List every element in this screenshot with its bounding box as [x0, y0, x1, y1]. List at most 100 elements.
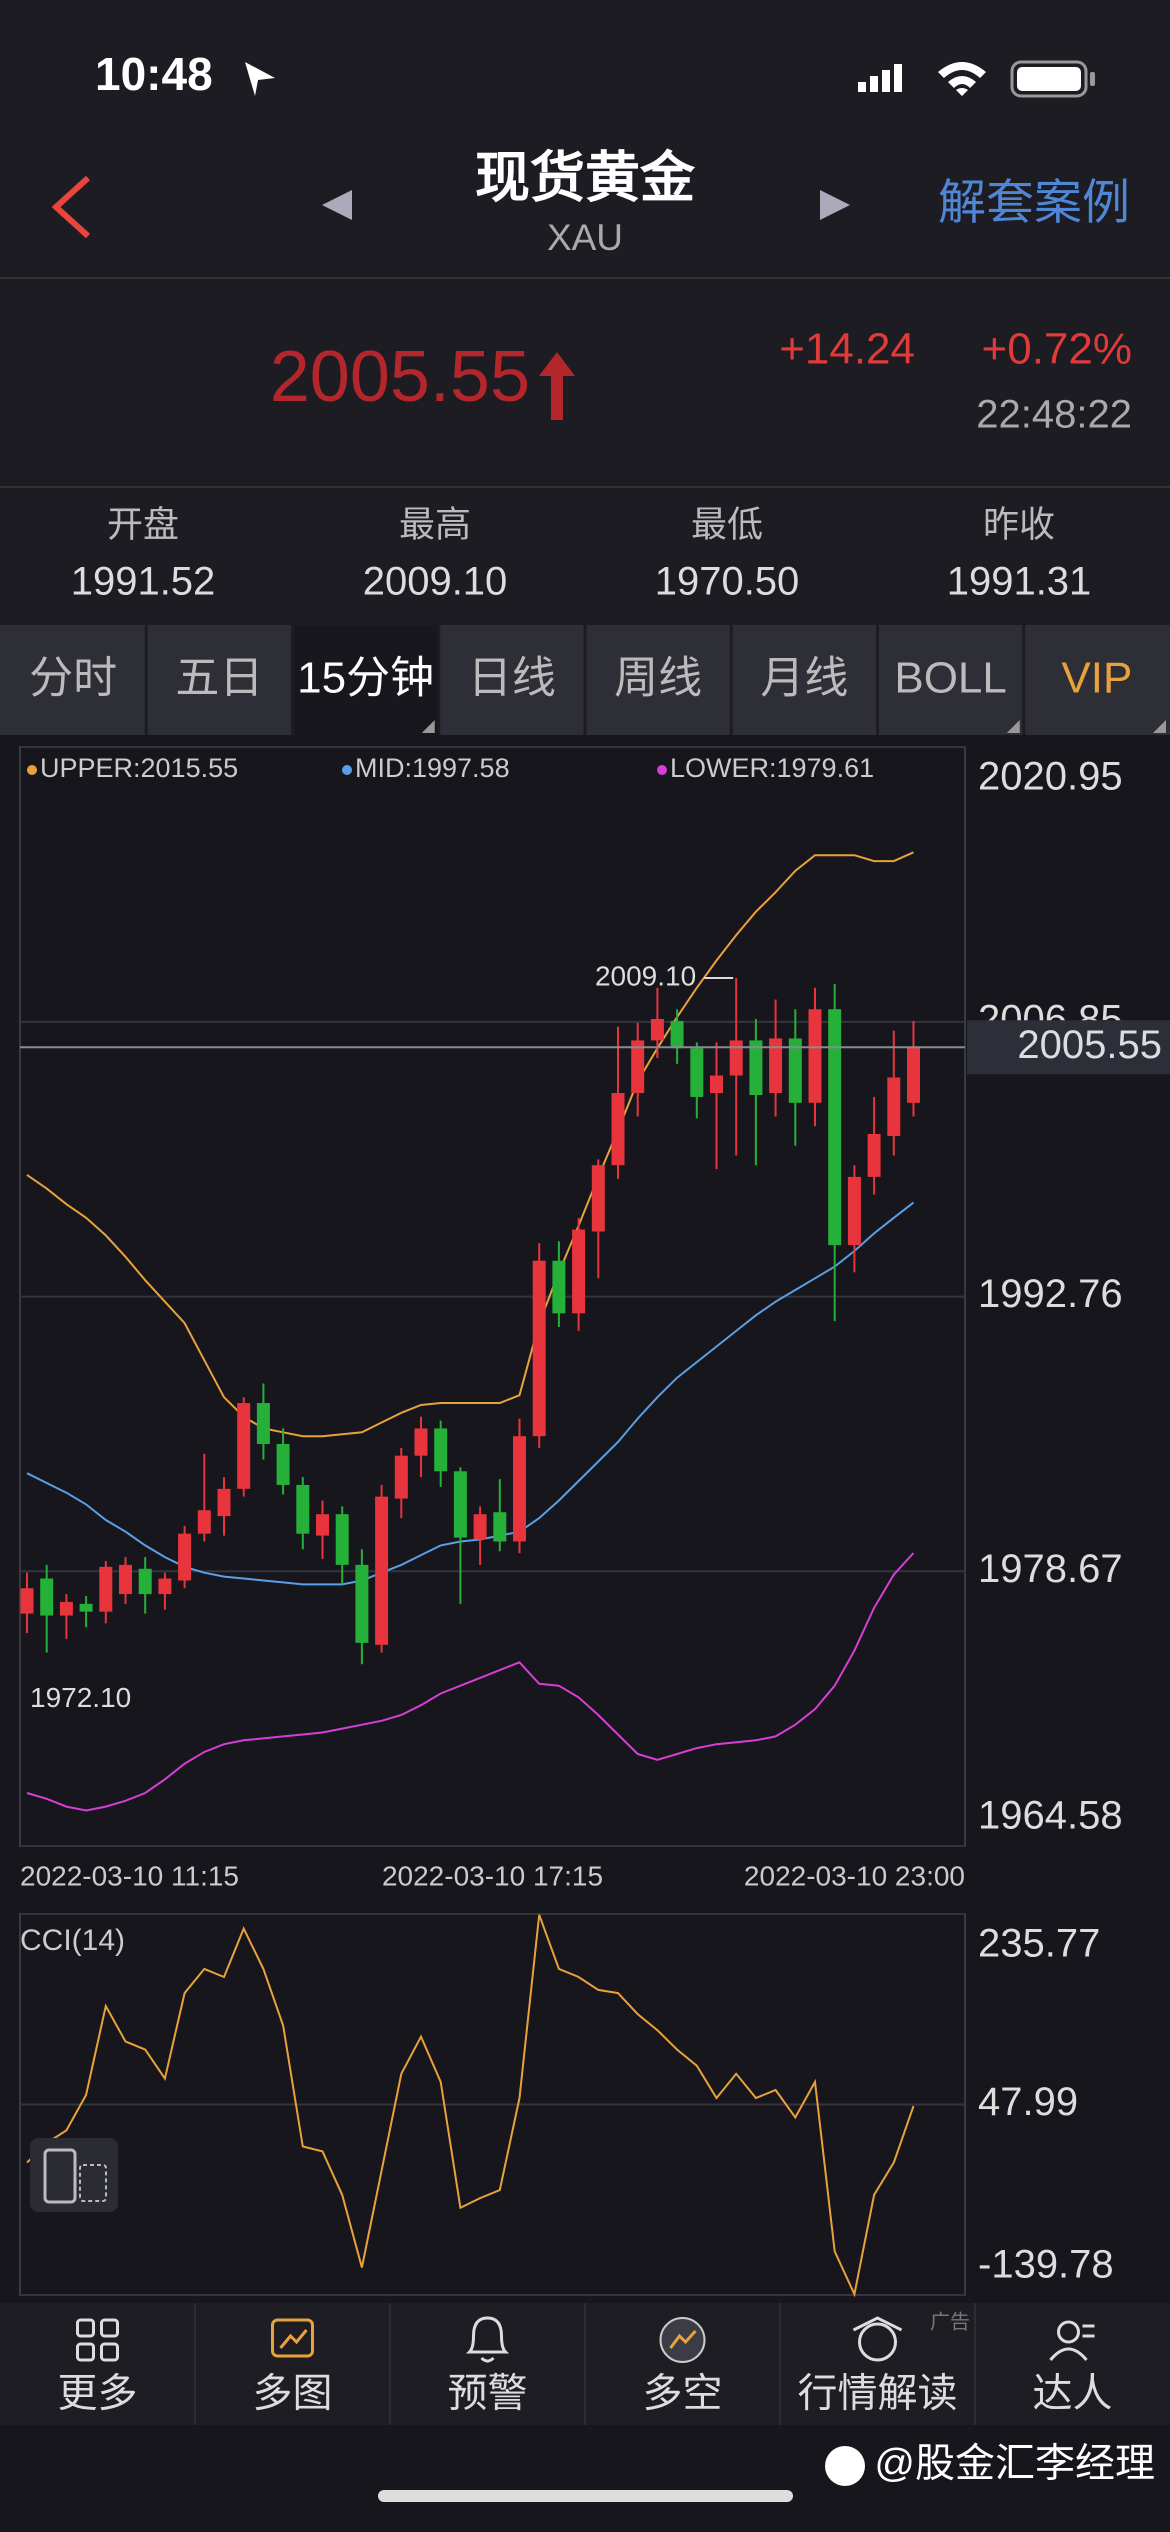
nav-icon — [271, 2318, 314, 2358]
nav-icon — [76, 2318, 119, 2362]
header-action[interactable]: 解套案例 — [938, 177, 1130, 230]
candle-body — [749, 1040, 763, 1096]
tab-corner — [421, 720, 435, 733]
tab[interactable]: 15分钟 — [297, 654, 434, 703]
nav-label[interactable]: 达人 — [1033, 2372, 1113, 2416]
candle-body — [591, 1165, 605, 1232]
candle-body — [355, 1564, 369, 1643]
candle-body — [788, 1038, 802, 1103]
candle-body — [138, 1568, 152, 1595]
rotate-icon — [43, 2148, 77, 2204]
location-icon — [245, 62, 275, 96]
price-change-pct: +0.72% — [982, 325, 1132, 374]
nav-icon — [852, 2316, 903, 2362]
stat-label: 最低 — [691, 504, 763, 545]
nav-label[interactable]: 多图 — [253, 2372, 333, 2416]
next-button[interactable] — [820, 190, 850, 220]
candle-body — [847, 1176, 861, 1246]
candle-body — [20, 1588, 34, 1614]
legend-marker — [657, 765, 667, 775]
candle-body — [414, 1428, 428, 1456]
candle-body — [690, 1048, 704, 1097]
high-label: 2009.10 — [595, 960, 696, 991]
candle-body — [532, 1260, 546, 1437]
tab[interactable]: 日线 — [468, 654, 556, 703]
candle-body — [296, 1484, 310, 1534]
candle-body — [59, 1601, 73, 1616]
candle-body — [493, 1512, 507, 1542]
indicator-line — [26, 851, 914, 1438]
y-tick-label: 1964.58 — [978, 1794, 1123, 1838]
candle-body — [473, 1514, 487, 1540]
watermark: @股金汇李经理 — [874, 2442, 1155, 2486]
y-tick-label: 47.99 — [978, 2080, 1078, 2124]
nav-icon-part — [100, 2318, 119, 2338]
battery-tip — [1090, 72, 1095, 86]
candle-body — [394, 1455, 408, 1499]
nav-icon-part — [465, 2316, 510, 2363]
y-tick-label: 1992.76 — [978, 1272, 1123, 1316]
candle-body — [769, 1038, 783, 1094]
tab-selected-bg — [292, 625, 439, 735]
charts: 2020.952006.851992.761978.671964.58UPPER… — [19, 746, 1170, 2298]
indicator-line — [26, 1552, 915, 1812]
legend-label: UPPER:2015.55 — [40, 753, 238, 783]
candle-body — [375, 1496, 389, 1645]
nav-label[interactable]: 多空 — [643, 2372, 723, 2416]
tab-corner — [1006, 720, 1020, 733]
tab[interactable]: BOLL — [894, 654, 1007, 703]
watermark-logo — [825, 2446, 865, 2486]
tab[interactable]: VIP — [1061, 654, 1132, 703]
nav-icon-part — [858, 2322, 897, 2362]
candle-body — [907, 1047, 920, 1103]
indicator-line — [26, 1914, 915, 2298]
candle-body — [119, 1564, 132, 1595]
stat-value: 1991.52 — [71, 560, 216, 604]
x-tick-label: 2022-03-10 11:15 — [20, 1860, 239, 1891]
candle-body — [670, 1020, 684, 1049]
stat-label: 开盘 — [107, 504, 179, 545]
nav-icon-part — [1049, 2324, 1095, 2361]
quote-bg — [0, 278, 1170, 625]
indicator-title: CCI(14) — [20, 1924, 125, 1957]
home-indicator — [378, 2490, 793, 2502]
candle-body — [453, 1471, 467, 1538]
candle-body — [434, 1428, 448, 1472]
y-tick-label: 2020.95 — [978, 755, 1123, 799]
candle-body — [217, 1488, 231, 1517]
tab[interactable]: 五日 — [175, 654, 263, 703]
candle-body — [40, 1578, 54, 1616]
nav-label[interactable]: 更多 — [58, 2372, 138, 2416]
candle-body — [99, 1566, 113, 1612]
nav-icon — [465, 2316, 510, 2363]
candle-body — [79, 1603, 93, 1612]
last-price-label: 2005.55 — [1017, 1023, 1162, 1067]
candle-body — [552, 1260, 566, 1314]
back-button[interactable] — [51, 175, 91, 239]
stat-value: 1991.31 — [947, 560, 1092, 604]
battery-icon — [1010, 60, 1088, 98]
low-label: 1972.10 — [30, 1682, 131, 1713]
stats: 开盘 1991.52 最高 2009.10 最低 1970.50 昨收 1991.31 — [71, 504, 1092, 604]
candle-body — [316, 1514, 329, 1536]
nav-label[interactable]: 行情解读 — [798, 2372, 958, 2416]
candle-body — [887, 1077, 901, 1136]
nav-icon-part — [1057, 2320, 1080, 2344]
prev-button[interactable] — [322, 190, 352, 220]
tab[interactable]: 分时 — [29, 654, 117, 703]
candle-body — [710, 1075, 723, 1094]
candle-body — [197, 1510, 211, 1534]
page-title: 现货黄金 — [475, 147, 696, 209]
stat-value: 1970.50 — [655, 560, 800, 604]
legend-marker — [27, 765, 37, 775]
nav-icon-part — [669, 2329, 697, 2349]
candle-body — [513, 1436, 526, 1542]
tab[interactable]: 月线 — [760, 654, 848, 703]
nav-label[interactable]: 预警 — [448, 2372, 528, 2416]
tab[interactable]: 周线 — [614, 654, 702, 703]
stat-label: 最高 — [399, 504, 471, 545]
legend-label: LOWER:1979.61 — [670, 753, 874, 783]
battery-level — [1017, 67, 1081, 91]
up-arrow — [539, 352, 575, 420]
